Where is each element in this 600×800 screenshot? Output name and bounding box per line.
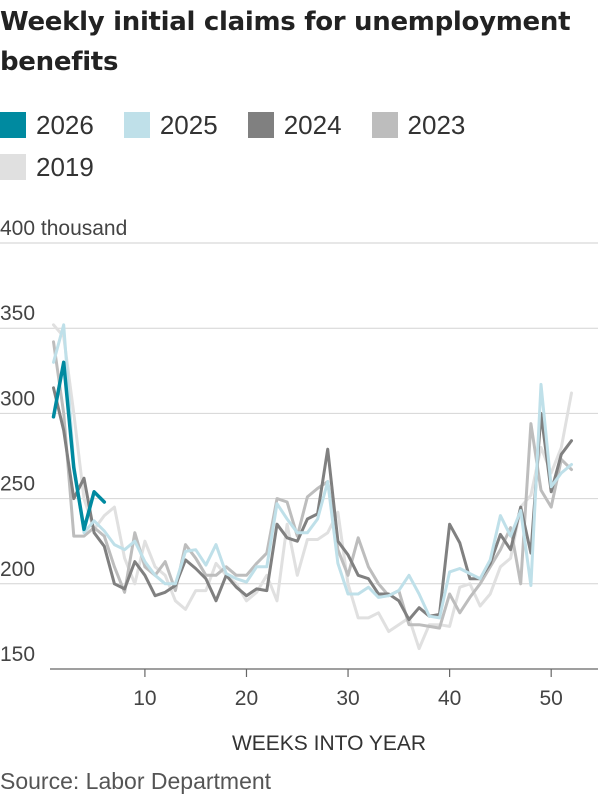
legend-swatch — [123, 112, 150, 138]
series-line-2026 — [51, 360, 107, 532]
legend-item-2026: 2026 — [0, 108, 94, 142]
x-tick-label: 20 — [235, 687, 258, 710]
y-tick-label: 300 — [0, 387, 35, 410]
legend-swatch — [371, 112, 398, 138]
x-tick-label: 50 — [540, 687, 563, 710]
legend-item-2019: 2019 — [0, 150, 94, 184]
y-tick-label: 350 — [0, 302, 35, 325]
axes: 150 200 250 300 350 400 thousand 10 20 30 40 50 WEE… — [0, 217, 598, 755]
legend-swatch — [0, 154, 26, 180]
y-tick-label: 150 — [0, 643, 35, 666]
x-tick-label: 10 — [133, 687, 156, 710]
legend: 2026 2025 2024 2023 2019 — [0, 108, 600, 184]
legend-label: 2023 — [407, 109, 466, 140]
legend-label: 2019 — [36, 151, 94, 182]
legend-swatch — [0, 112, 26, 138]
series-line-2019 — [52, 323, 573, 651]
chart-plot: 150 200 250 300 350 400 thousand 10 20 30 40 50 WEE… — [0, 217, 598, 755]
legend-label: 2025 — [159, 109, 218, 140]
source-note: Source: Labor Department — [0, 768, 272, 794]
x-tick-label: 30 — [336, 687, 359, 710]
y-tick-label: 250 — [0, 473, 35, 496]
x-tick-label: 40 — [438, 687, 461, 710]
legend-label: 2026 — [36, 109, 94, 140]
chart-title: Weekly initial claims for unemployment b… — [0, 7, 571, 77]
legend-item-2024: 2024 — [247, 108, 342, 142]
series-lines — [51, 323, 573, 651]
x-axis-title: WEEKS INTO YEAR — [232, 732, 426, 755]
legend-item-2023: 2023 — [371, 108, 466, 142]
y-tick-label: 400 thousand — [0, 217, 127, 240]
y-tick-label: 200 — [0, 558, 35, 581]
legend-label: 2024 — [283, 109, 342, 140]
legend-swatch — [247, 112, 274, 138]
legend-item-2025: 2025 — [123, 108, 218, 142]
series-line-2025 — [52, 323, 573, 620]
